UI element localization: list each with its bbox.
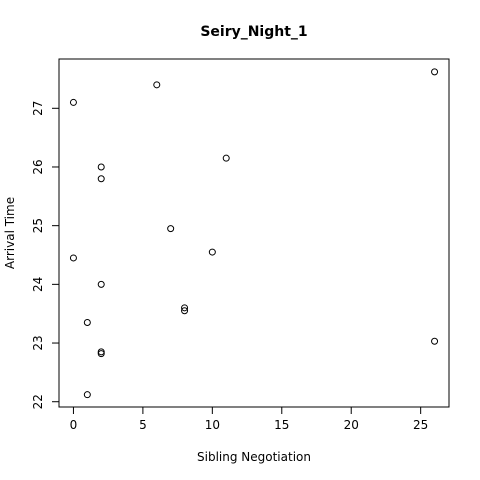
x-axis: 0 5 10 15 20 25 <box>70 406 428 432</box>
y-tick-label: 23 <box>31 335 45 350</box>
y-tick-label: 27 <box>31 101 45 116</box>
data-point <box>83 318 91 326</box>
data-point <box>431 68 439 76</box>
x-tick-label: 20 <box>344 418 359 432</box>
data-point <box>97 163 105 171</box>
x-tick-label: 25 <box>413 418 428 432</box>
plot-frame <box>58 58 450 408</box>
data-point <box>97 350 105 358</box>
y-tick-label: 26 <box>31 159 45 174</box>
y-tick-label: 25 <box>31 218 45 233</box>
data-point <box>181 304 189 312</box>
data-points <box>69 68 439 399</box>
data-point <box>97 175 105 183</box>
y-tick-label: 24 <box>31 277 45 292</box>
data-point <box>69 254 77 262</box>
data-point <box>83 391 91 399</box>
data-point <box>69 98 77 106</box>
data-point <box>222 154 230 162</box>
x-tick-label: 15 <box>274 418 289 432</box>
data-point <box>97 280 105 288</box>
data-point <box>181 307 189 315</box>
data-point <box>208 248 216 256</box>
data-point <box>431 337 439 345</box>
data-point <box>167 225 175 233</box>
chart-title: Seiry_Night_1 <box>200 24 307 40</box>
data-point <box>153 81 161 89</box>
y-tick-label: 22 <box>31 394 45 409</box>
x-tick-label: 0 <box>70 418 78 432</box>
y-axis-label: Arrival Time <box>3 197 17 269</box>
y-axis: 22 23 24 25 26 27 <box>31 101 60 409</box>
x-tick-label: 10 <box>205 418 220 432</box>
x-tick-label: 5 <box>139 418 147 432</box>
x-axis-label: Sibling Negotiation <box>197 450 311 464</box>
